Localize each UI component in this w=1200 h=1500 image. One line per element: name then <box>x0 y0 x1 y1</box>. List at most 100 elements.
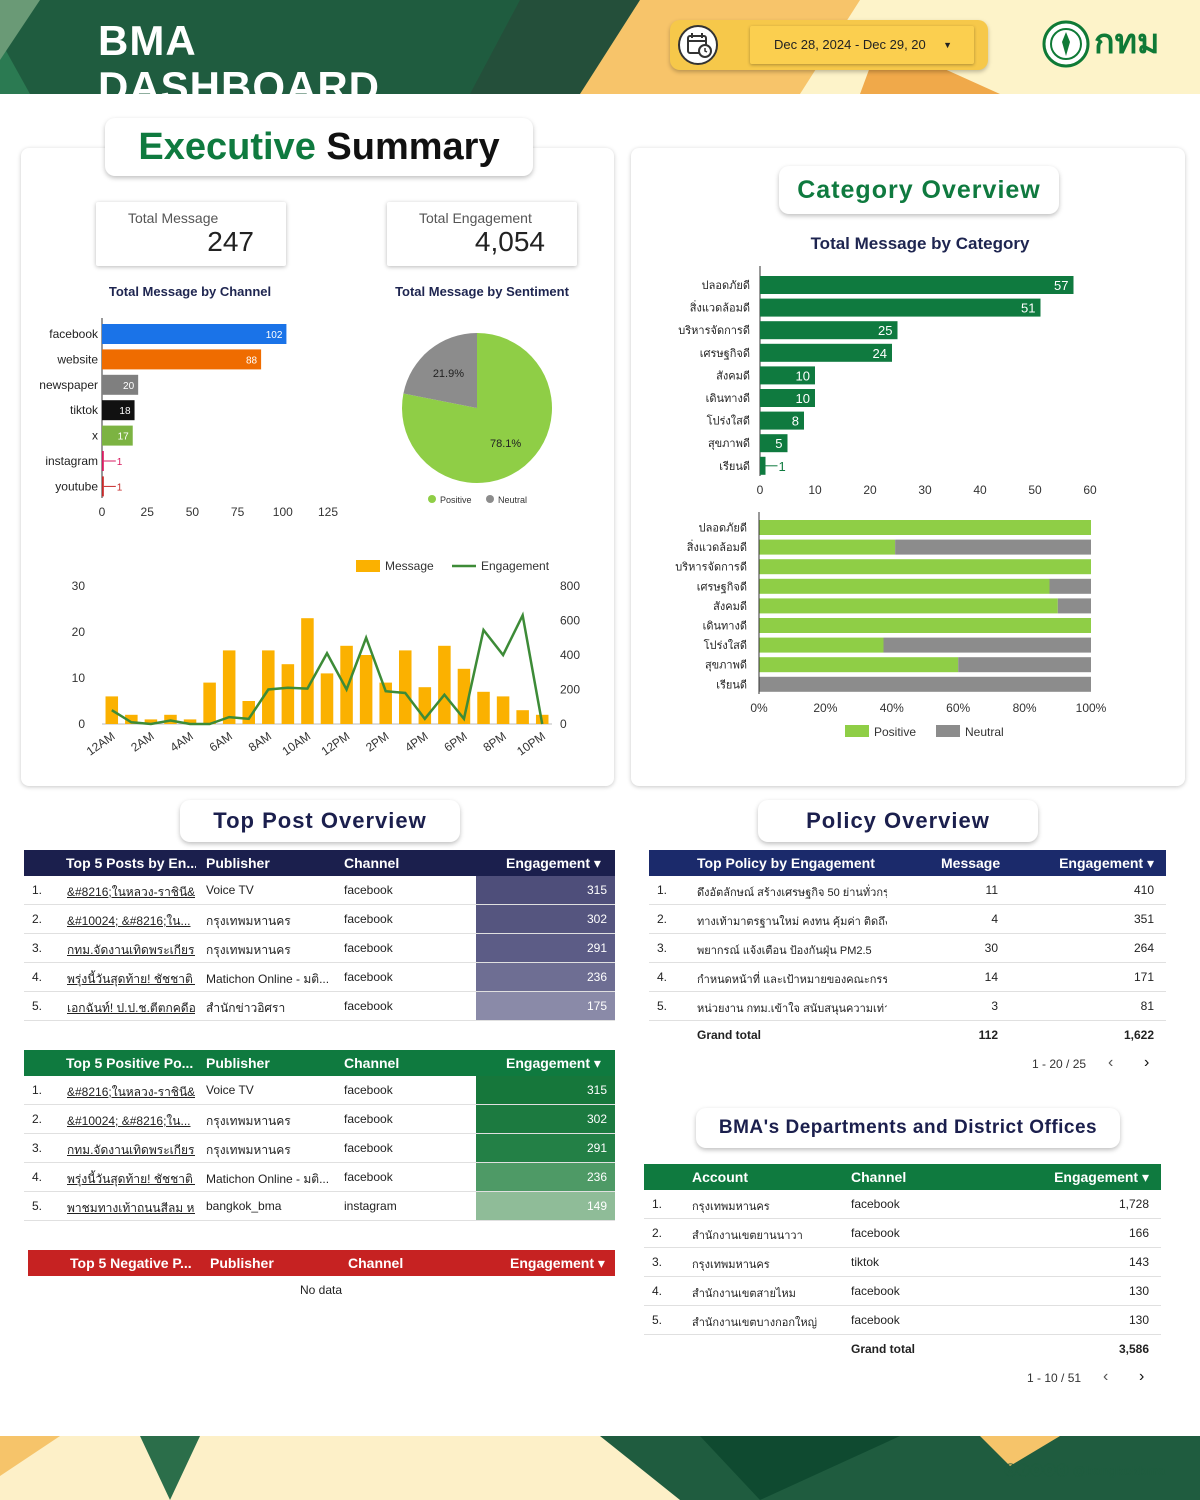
table-row[interactable]: 5. หน่วยงาน กทม.เข้าใจ สนับสนุนความเท่า..… <box>649 992 1166 1021</box>
table-row[interactable]: 2. &#10024; &#8216;ใน... กรุงเทพมหานคร face… <box>24 905 615 934</box>
kpi-total-engagement: Total Engagement 4,054 <box>387 202 577 266</box>
column-header: Account <box>692 1169 748 1185</box>
sort-engagement-header[interactable]: Engagement ▾ <box>506 855 601 871</box>
category-label: เดินทางดี <box>703 620 747 633</box>
table-row[interactable]: 3. พยากรณ์ แจ้งเตือน ป้องกันฝุ่น PM2.5 30 2… <box>649 934 1166 963</box>
account-cell: สำนักงานเขตสายไหม <box>692 1288 796 1300</box>
sentiment-chart-title: Total Message by Sentiment <box>395 284 569 299</box>
channel-cell: facebook <box>344 883 393 897</box>
table-row[interactable]: 1. ดึงอัตลักษณ์ สร้างเศรษฐกิจ 50 ย่านทั่ว… <box>649 876 1166 905</box>
sort-engagement-header[interactable]: Engagement ▾ <box>510 1255 605 1271</box>
post-link[interactable]: พรุ่งนี้วันสุดท้าย! ชัชชาติ ช... <box>67 1172 195 1186</box>
positive-bar <box>759 559 1091 575</box>
calendar-icon[interactable] <box>678 25 718 65</box>
bma-seal-icon <box>1042 20 1090 68</box>
table-row[interactable]: 1. &#8216;ในหลวง-ราชินี&... Voice TV facebo… <box>24 1076 615 1105</box>
column-header: Publisher <box>210 1255 274 1271</box>
publisher-cell: สำนักข่าวอิศรา <box>206 1001 286 1015</box>
date-range-select[interactable]: Dec 28, 2024 - Dec 29, 20 ▼ <box>750 26 974 64</box>
bar <box>760 411 804 430</box>
table-row[interactable]: 5. เอกฉันท์! ป.ป.ช.ตีตกคดีอ... สำนักข่าวอิ… <box>24 992 615 1021</box>
x-tick-label: 20% <box>813 701 837 715</box>
date-range-value: Dec 28, 2024 - Dec 29, 20 <box>774 37 926 52</box>
engagement-cell: 315 <box>476 876 615 904</box>
table-row[interactable]: 2. สำนักงานเขตยานนาวา facebook 166 <box>644 1219 1161 1248</box>
table-row[interactable]: 5. สำนักงานเขตบางกอกใหญ่ facebook 130 <box>644 1306 1161 1335</box>
post-link[interactable]: &#8216;ในหลวง-ราชินี&... <box>67 1085 195 1099</box>
social-icons[interactable]: ⓧⓕⓞⓞⓓ <box>1004 1463 1070 1478</box>
prev-page-icon[interactable]: ‹ <box>1103 1368 1109 1385</box>
data-label: 1 <box>117 482 123 493</box>
table-row[interactable]: 5. พาชมทางเท้าถนนสีลม หลั... bangkok_bma in… <box>24 1192 615 1221</box>
bar <box>102 425 133 446</box>
sort-engagement-header[interactable]: Engagement ▾ <box>1059 855 1154 871</box>
engagement-cell: 264 <box>1133 941 1154 955</box>
column-header: Channel <box>344 1055 400 1071</box>
table-row[interactable]: 4. พรุ่งนี้วันสุดท้าย! ชัชชาติ ช... Matich… <box>24 963 615 992</box>
category-label: สุขภาพดี <box>705 659 747 672</box>
table-header: Top 5 Positive Po... Publisher Channel Enga… <box>24 1050 615 1076</box>
table-row[interactable]: 3. กทม.จัดงานเทิดพระเกียรติ... กรุงเทพมหาน… <box>24 934 615 963</box>
post-link[interactable]: พรุ่งนี้วันสุดท้าย! ชัชชาติ ช... <box>67 972 195 986</box>
grand-total-engagement: 1,622 <box>1123 1028 1154 1042</box>
post-link[interactable]: &#10024; &#8216;ใน... <box>67 1114 191 1128</box>
x-tick-label: 12PM <box>319 729 353 758</box>
post-link[interactable]: กทม.จัดงานเทิดพระเกียรติ... <box>67 1143 195 1157</box>
message-cell: 11 <box>985 883 998 897</box>
bar <box>760 389 815 407</box>
table-row[interactable]: 2. ทางเท้ามาตรฐานใหม่ คงทน คุ้มค่า ติดถึง… <box>649 905 1166 934</box>
positive-bar <box>759 578 1050 594</box>
post-link[interactable]: &#10024; &#8216;ใน... <box>67 914 191 928</box>
x-tick-label: 20 <box>863 483 877 497</box>
table-row[interactable]: 3. กรุงเทพมหานคร tiktok 143 <box>644 1248 1161 1277</box>
row-number: 2. <box>32 1112 43 1126</box>
table-row[interactable]: 3. กทม.จัดงานเทิดพระเกียรติ... กรุงเทพมหาน… <box>24 1134 615 1163</box>
positive-bar <box>759 637 884 653</box>
post-link[interactable]: เอกฉันท์! ป.ป.ช.ตีตกคดีอ... <box>67 1001 195 1015</box>
neutral-bar <box>883 637 1091 653</box>
table-row[interactable]: 1. กรุงเทพมหานคร facebook 1,728 <box>644 1190 1161 1219</box>
table-header: Top 5 Negative P... Publisher Channel Engag… <box>28 1250 615 1276</box>
category-label: สิ่งแวดล้อมดี <box>686 539 747 554</box>
category-label: x <box>92 429 98 443</box>
table-row[interactable]: 4. สำนักงานเขตสายไหม facebook 130 <box>644 1277 1161 1306</box>
data-label: 5 <box>775 436 782 451</box>
post-link[interactable]: &#8216;ในหลวง-ราชินี&... <box>67 885 195 899</box>
next-page-icon[interactable]: › <box>1139 1368 1145 1385</box>
next-page-icon[interactable]: › <box>1144 1054 1150 1071</box>
x-tick-label: 8AM <box>246 729 274 755</box>
column-header: Top Policy by Engagement <box>697 855 875 871</box>
table-row[interactable]: 4. พรุ่งนี้วันสุดท้าย! ชัชชาติ ช... Matich… <box>24 1163 615 1192</box>
engagement-cell: 130 <box>1128 1284 1149 1298</box>
table-row[interactable]: 4. กำหนดหน้าที่ และเป้าหมายของคณะกรรม... 1… <box>649 963 1166 992</box>
data-label: 1 <box>779 459 786 474</box>
y2-tick-label: 0 <box>560 717 567 731</box>
bar <box>203 682 216 724</box>
bar <box>102 476 104 497</box>
sort-engagement-header[interactable]: Engagement ▾ <box>506 1055 601 1071</box>
legend-swatch <box>486 495 494 503</box>
channel-cell: facebook <box>344 1141 393 1155</box>
bar <box>340 645 353 724</box>
column-header: Channel <box>344 855 400 871</box>
bar <box>125 714 138 724</box>
channel-cell: facebook <box>344 970 393 984</box>
sort-engagement-header[interactable]: Engagement ▾ <box>1054 1169 1149 1185</box>
table-row[interactable]: 2. &#10024; &#8216;ใน... กรุงเทพมหานคร face… <box>24 1105 615 1134</box>
post-link[interactable]: กทม.จัดงานเทิดพระเกียรติ... <box>67 943 195 957</box>
pie-slice <box>403 333 477 408</box>
policy-cell: หน่วยงาน กทม.เข้าใจ สนับสนุนความเท่า... <box>697 1003 887 1015</box>
x-tick-label: 8PM <box>481 729 509 755</box>
prev-page-icon[interactable]: ‹ <box>1108 1054 1114 1071</box>
table-row[interactable]: 1. &#8216;ในหลวง-ราชินี&... Voice TV facebo… <box>24 876 615 905</box>
category-label: newspaper <box>39 378 98 392</box>
policy-overview-title: Policy Overview <box>758 800 1038 842</box>
channel-cell: facebook <box>344 941 393 955</box>
bar <box>379 682 392 724</box>
bar <box>760 456 766 475</box>
data-label: 17 <box>118 432 130 443</box>
data-label: 88 <box>246 355 258 366</box>
footer-background <box>0 1436 1200 1500</box>
post-link[interactable]: พาชมทางเท้าถนนสีลม หลั... <box>67 1201 195 1215</box>
category-label: บริหารจัดการดี <box>675 561 747 574</box>
